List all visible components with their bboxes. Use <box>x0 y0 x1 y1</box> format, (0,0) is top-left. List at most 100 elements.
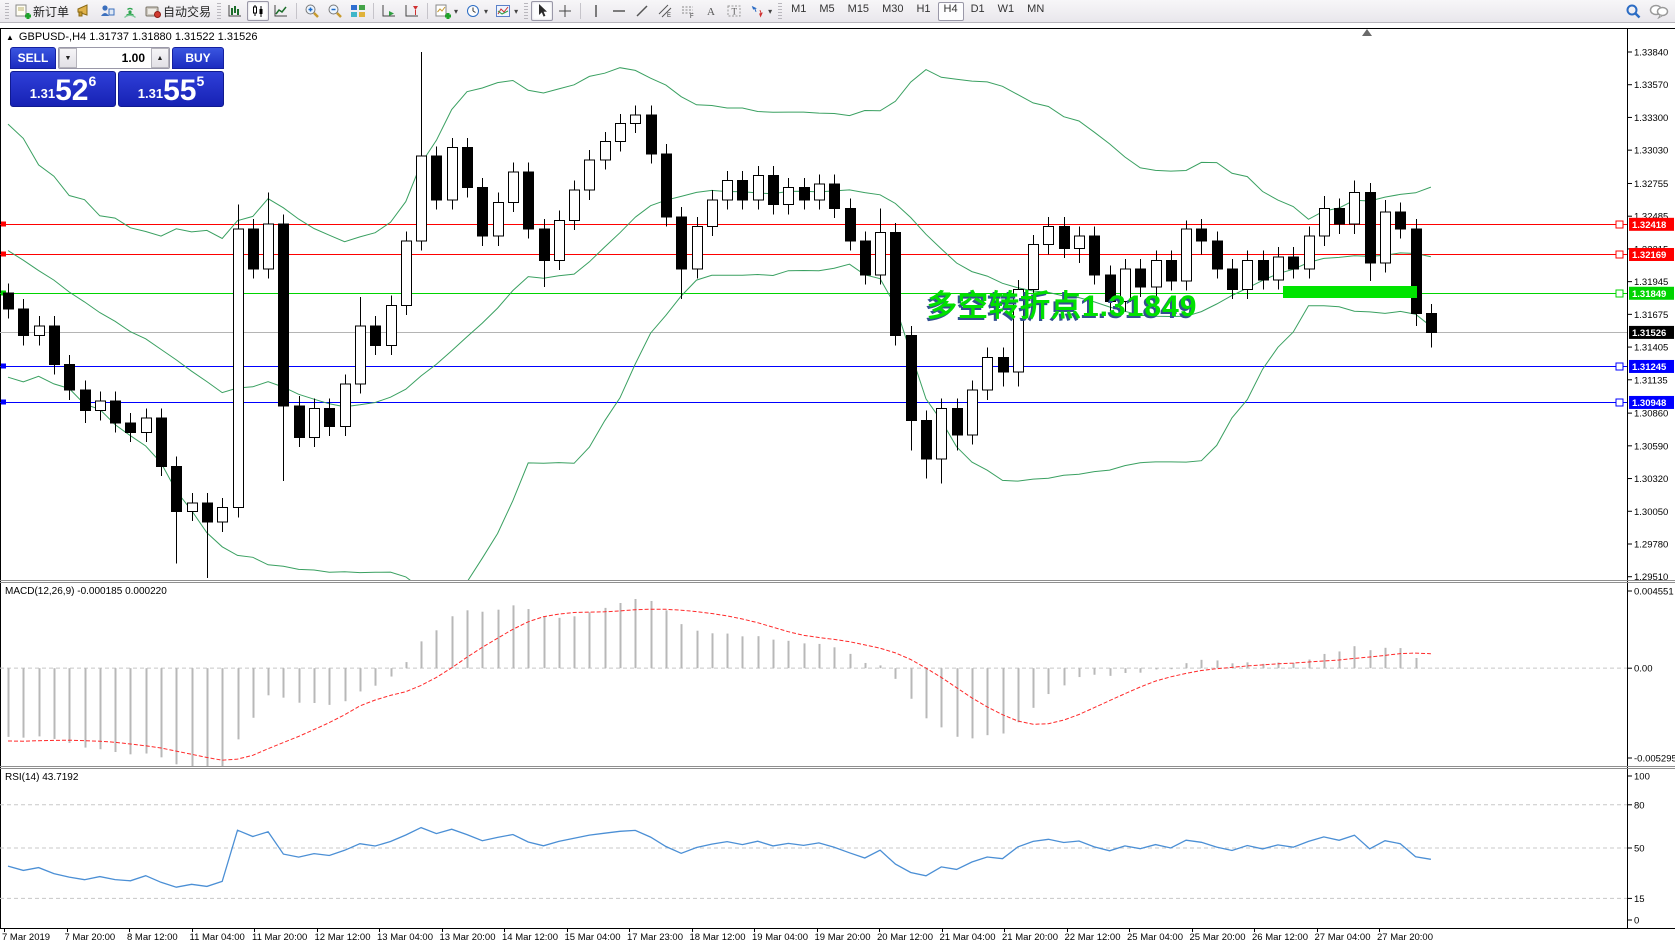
time-axis-tick <box>441 929 443 932</box>
tab-timeframe-m15[interactable]: M15 <box>847 2 870 15</box>
panel-separator[interactable] <box>0 580 1675 581</box>
signals-button[interactable] <box>119 1 141 21</box>
turning-point-annotation[interactable]: 多空转折点1.31849 <box>927 290 1198 323</box>
megaphone-button[interactable] <box>73 1 95 21</box>
volume-box: ▼ 1.00 ▲ <box>58 47 170 69</box>
buy-price-display[interactable]: 1.31 55 5 <box>118 71 224 107</box>
tile-windows-button[interactable] <box>347 1 369 21</box>
svg-text:1.31849: 1.31849 <box>1632 289 1666 300</box>
time-axis[interactable]: 7 Mar 2019 7 Mar 20:00 8 Mar 12:00 11 Mar 0… <box>0 929 1675 946</box>
toolbar-divider <box>373 3 375 19</box>
tab-timeframe-d1[interactable]: D1 <box>970 2 985 15</box>
periods-button[interactable]: ▾ <box>462 1 491 21</box>
time-axis-label: 7 Mar 2019 <box>2 932 51 943</box>
chart-frame-top <box>0 28 1675 29</box>
time-axis-tick <box>254 929 255 932</box>
rsi-panel[interactable]: 100 80 50 15 0 <box>0 769 1675 928</box>
time-axis-tick <box>754 929 755 932</box>
zoom-in-button[interactable] <box>301 1 323 21</box>
buy-price-pip: 5 <box>196 73 205 89</box>
toolbar-divider <box>427 3 429 19</box>
tab-timeframe-m1[interactable]: M1 <box>791 2 807 15</box>
tab-timeframe-h4[interactable]: H4 <box>937 1 964 21</box>
svg-text:1.32169: 1.32169 <box>1632 250 1666 261</box>
time-axis-label: 17 Mar 23:00 <box>627 932 683 943</box>
time-axis-tick <box>1066 929 1068 932</box>
community-button[interactable] <box>96 1 118 21</box>
time-axis-label: 26 Mar 12:00 <box>1252 932 1308 943</box>
chart-bars-button[interactable] <box>224 1 246 21</box>
volume-increase-button[interactable]: ▲ <box>151 48 169 68</box>
toolbar-drag-handle[interactable] <box>5 3 9 19</box>
sell-button[interactable]: SELL <box>10 47 56 69</box>
price-chart-panel[interactable]: 1.33840 1.33570 1.33300 1.33030 1.32755 1.324… <box>0 28 1675 580</box>
vertical-line-button[interactable] <box>585 1 607 21</box>
time-axis-label: 13 Mar 20:00 <box>439 932 496 943</box>
chart-shift-icon <box>404 3 420 19</box>
time-axis-label: 25 Mar 20:00 <box>1189 932 1246 943</box>
toolbar-drag-handle[interactable] <box>524 3 529 19</box>
toolbar-divider <box>580 3 582 19</box>
buy-button[interactable]: BUY <box>172 47 224 69</box>
tab-timeframe-mn[interactable]: MN <box>1027 2 1045 15</box>
sell-price-big: 52 <box>55 74 89 107</box>
time-axis-label: 13 Mar 04:00 <box>377 932 433 943</box>
svg-text:1.32418: 1.32418 <box>1632 220 1666 231</box>
auto-trading-button[interactable]: 自动交易 <box>142 1 214 21</box>
arrows-button[interactable]: ▾ <box>746 1 775 21</box>
chevron-down-icon: ▾ <box>484 6 489 16</box>
new-order-button[interactable]: 新订单 <box>12 1 72 21</box>
tab-timeframe-m5[interactable]: M5 <box>819 2 835 15</box>
tab-timeframe-m30[interactable]: M30 <box>882 2 904 15</box>
vertical-line-icon <box>588 3 604 19</box>
text-icon: A <box>703 3 719 19</box>
indicators-button[interactable]: ▾ <box>432 1 461 21</box>
text-button[interactable]: A <box>700 1 722 21</box>
chart-line-button[interactable] <box>270 1 292 21</box>
time-axis-tick <box>1379 929 1380 932</box>
panel-separator[interactable] <box>0 766 1675 767</box>
toolbar-drag-handle[interactable] <box>778 3 783 19</box>
symbol-collapse-icon[interactable]: ▲ <box>6 32 14 42</box>
crosshair-button[interactable] <box>554 1 576 21</box>
chart-candles-button[interactable] <box>247 1 270 21</box>
search-icon <box>1625 3 1642 20</box>
volume-decrease-button[interactable]: ▼ <box>59 48 77 68</box>
cursor-button[interactable] <box>531 1 554 21</box>
horizontal-line-button[interactable] <box>608 1 630 21</box>
auto-scroll-button[interactable] <box>378 1 400 21</box>
toolbar-drag-handle[interactable] <box>217 3 222 19</box>
price-axis-separator <box>1627 28 1628 928</box>
svg-text:1.31135: 1.31135 <box>1634 375 1668 386</box>
scroll-to-marker[interactable] <box>1362 29 1372 36</box>
svg-text:A: A <box>707 6 715 18</box>
chart-shift-button[interactable] <box>401 1 423 21</box>
time-axis-label: 18 Mar 12:00 <box>689 932 746 943</box>
turning-point-highlight-bar[interactable] <box>1283 286 1417 298</box>
fibonacci-button[interactable]: F <box>677 1 699 21</box>
panel-separator[interactable] <box>0 582 1675 583</box>
time-axis-label: 21 Mar 04:00 <box>939 932 996 943</box>
channel-button[interactable]: E <box>654 1 676 21</box>
templates-button[interactable]: ▾ <box>492 1 521 21</box>
rsi-indicator-label: RSI(14) 43.7192 <box>5 772 79 783</box>
svg-text:1.30590: 1.30590 <box>1634 441 1668 452</box>
volume-input[interactable]: 1.00 <box>121 51 145 65</box>
text-label-button[interactable]: T <box>723 1 745 21</box>
macd-panel[interactable]: 0.004551 0.00 -0.005295 <box>0 583 1675 766</box>
zoom-out-button[interactable] <box>324 1 346 21</box>
chat-button[interactable] <box>1646 1 1672 21</box>
panel-separator[interactable] <box>0 768 1675 769</box>
cursor-icon <box>534 3 550 19</box>
time-axis-tick <box>504 929 505 932</box>
tab-timeframe-w1[interactable]: W1 <box>997 2 1015 15</box>
arrows-icon <box>749 3 765 19</box>
time-axis-label: 15 Mar 04:00 <box>564 932 621 943</box>
tab-timeframe-h1[interactable]: H1 <box>916 2 931 15</box>
clock-icon <box>465 3 481 19</box>
svg-text:0: 0 <box>1634 916 1639 927</box>
new-order-label: 新订单 <box>33 4 70 19</box>
sell-price-display[interactable]: 1.31 52 6 <box>10 71 116 107</box>
trendline-button[interactable] <box>631 1 653 21</box>
search-button[interactable] <box>1622 1 1645 21</box>
